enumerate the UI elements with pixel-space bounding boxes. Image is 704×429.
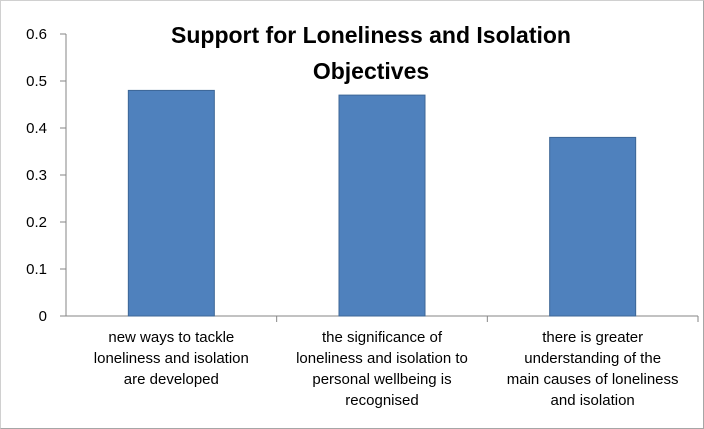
- x-category-label-line: recognised: [345, 392, 419, 409]
- chart-title-line-2: Objectives: [312, 58, 430, 84]
- y-tick-label: 0.4: [26, 120, 47, 137]
- bar-3: [549, 136, 637, 317]
- x-category-label-line: main causes of loneliness: [506, 371, 679, 388]
- y-tick-label: 0.2: [26, 214, 47, 231]
- x-category-label-line: loneliness and isolation to: [296, 350, 468, 367]
- bar-2: [338, 94, 426, 317]
- x-category-label-line: are developed: [123, 371, 219, 388]
- x-category-label-line: the significance of: [321, 329, 443, 346]
- y-tick-labels: 0 0.1 0.2 0.3 0.4 0.5 0.6: [26, 26, 47, 325]
- x-category-label-line: personal wellbeing is: [312, 371, 452, 388]
- x-category-label-line: understanding of the: [524, 350, 662, 367]
- x-category-label-line: there is greater: [542, 329, 644, 346]
- x-category-label-2: the significance of loneliness and isolat…: [276, 327, 488, 411]
- x-category-label-line: and isolation: [550, 392, 635, 409]
- y-tick-label: 0.6: [26, 26, 47, 43]
- bar-layer: [127, 89, 637, 317]
- x-category-label-1: new ways to tackle loneliness and isolati…: [65, 327, 277, 390]
- bar-1: [127, 89, 215, 317]
- x-category-label-line: loneliness and isolation: [93, 350, 249, 367]
- x-category-label-line: new ways to tackle: [108, 329, 235, 346]
- x-category-label-3: there is greater understanding of the main…: [487, 327, 699, 411]
- y-tick-label: 0.5: [26, 73, 47, 90]
- y-tick-label: 0.1: [26, 261, 47, 278]
- y-tick-label: 0.3: [26, 167, 47, 184]
- chart-title-line-1: Support for Loneliness and Isolation: [171, 22, 571, 48]
- y-tick-label: 0: [39, 308, 47, 325]
